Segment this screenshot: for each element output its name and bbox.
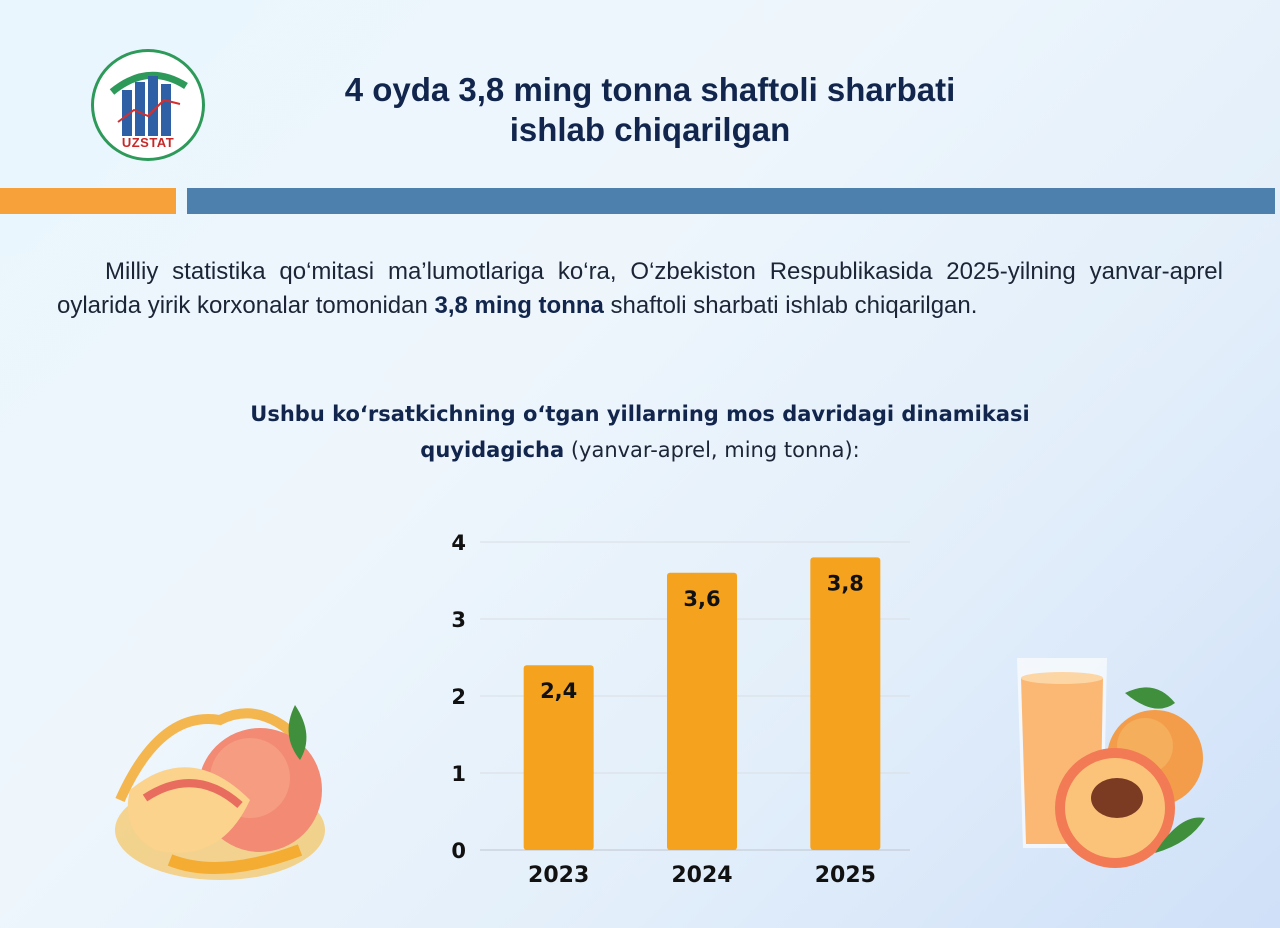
logo-emblem-icon [109,71,188,136]
subtitle-bold-line-2: quyidagicha [420,438,565,462]
x-tick-label: 2023 [528,863,589,888]
bar-data-label: 3,6 [683,587,720,611]
x-tick-label: 2024 [671,863,732,888]
bar-data-label: 2,4 [540,679,577,703]
page-title: 4 oyda 3,8 ming tonna shaftoli sharbati … [240,70,1060,150]
uzstat-logo: UZSTAT [91,49,205,161]
bar-data-label: 3,8 [827,571,864,595]
bar [667,572,737,850]
x-tick-label: 2025 [815,863,876,888]
y-tick-label: 2 [451,685,466,709]
y-tick-label: 1 [451,762,466,786]
y-tick-label: 4 [451,531,466,555]
logo-text: UZSTAT [121,135,175,150]
y-tick-label: 0 [451,839,466,863]
bar [810,557,881,850]
header-stripe-blue [187,188,1275,214]
intro-text-start: Milliy statistika qo‘mitasi ma’lumotlari… [57,258,1223,319]
bar [523,665,594,850]
title-line-1: 4 oyda 3,8 ming tonna shaftoli sharbati [344,71,956,108]
title-line-2: ishlab chiqarilgan [509,111,791,148]
subtitle-bold-line-1: Ushbu ko‘rsatkichning o‘tgan yillarning … [250,402,1030,426]
chart-subtitle: Ushbu ko‘rsatkichning o‘tgan yillarning … [190,396,1090,468]
bar-chart: 0 1 2 3 4 2,4 2023 3,6 2024 3,8 2025 [451,531,910,888]
subtitle-normal: (yanvar-aprel, ming tonna): [564,438,860,462]
header-stripe-orange [0,188,176,214]
intro-highlight: 3,8 ming tonna [434,292,604,319]
intro-paragraph: Milliy statistika qo‘mitasi ma’lumotlari… [57,255,1223,323]
peach-splash-illustration [115,705,325,880]
peach-juice-illustration [1017,658,1205,868]
y-tick-label: 3 [451,608,466,632]
intro-text-end: shaftoli sharbati ishlab chiqarilgan. [603,292,978,319]
